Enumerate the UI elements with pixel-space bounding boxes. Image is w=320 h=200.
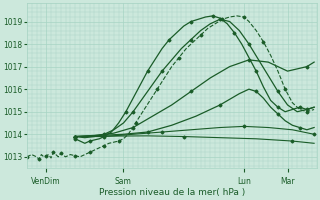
X-axis label: Pression niveau de la mer( hPa ): Pression niveau de la mer( hPa ) [99, 188, 245, 197]
